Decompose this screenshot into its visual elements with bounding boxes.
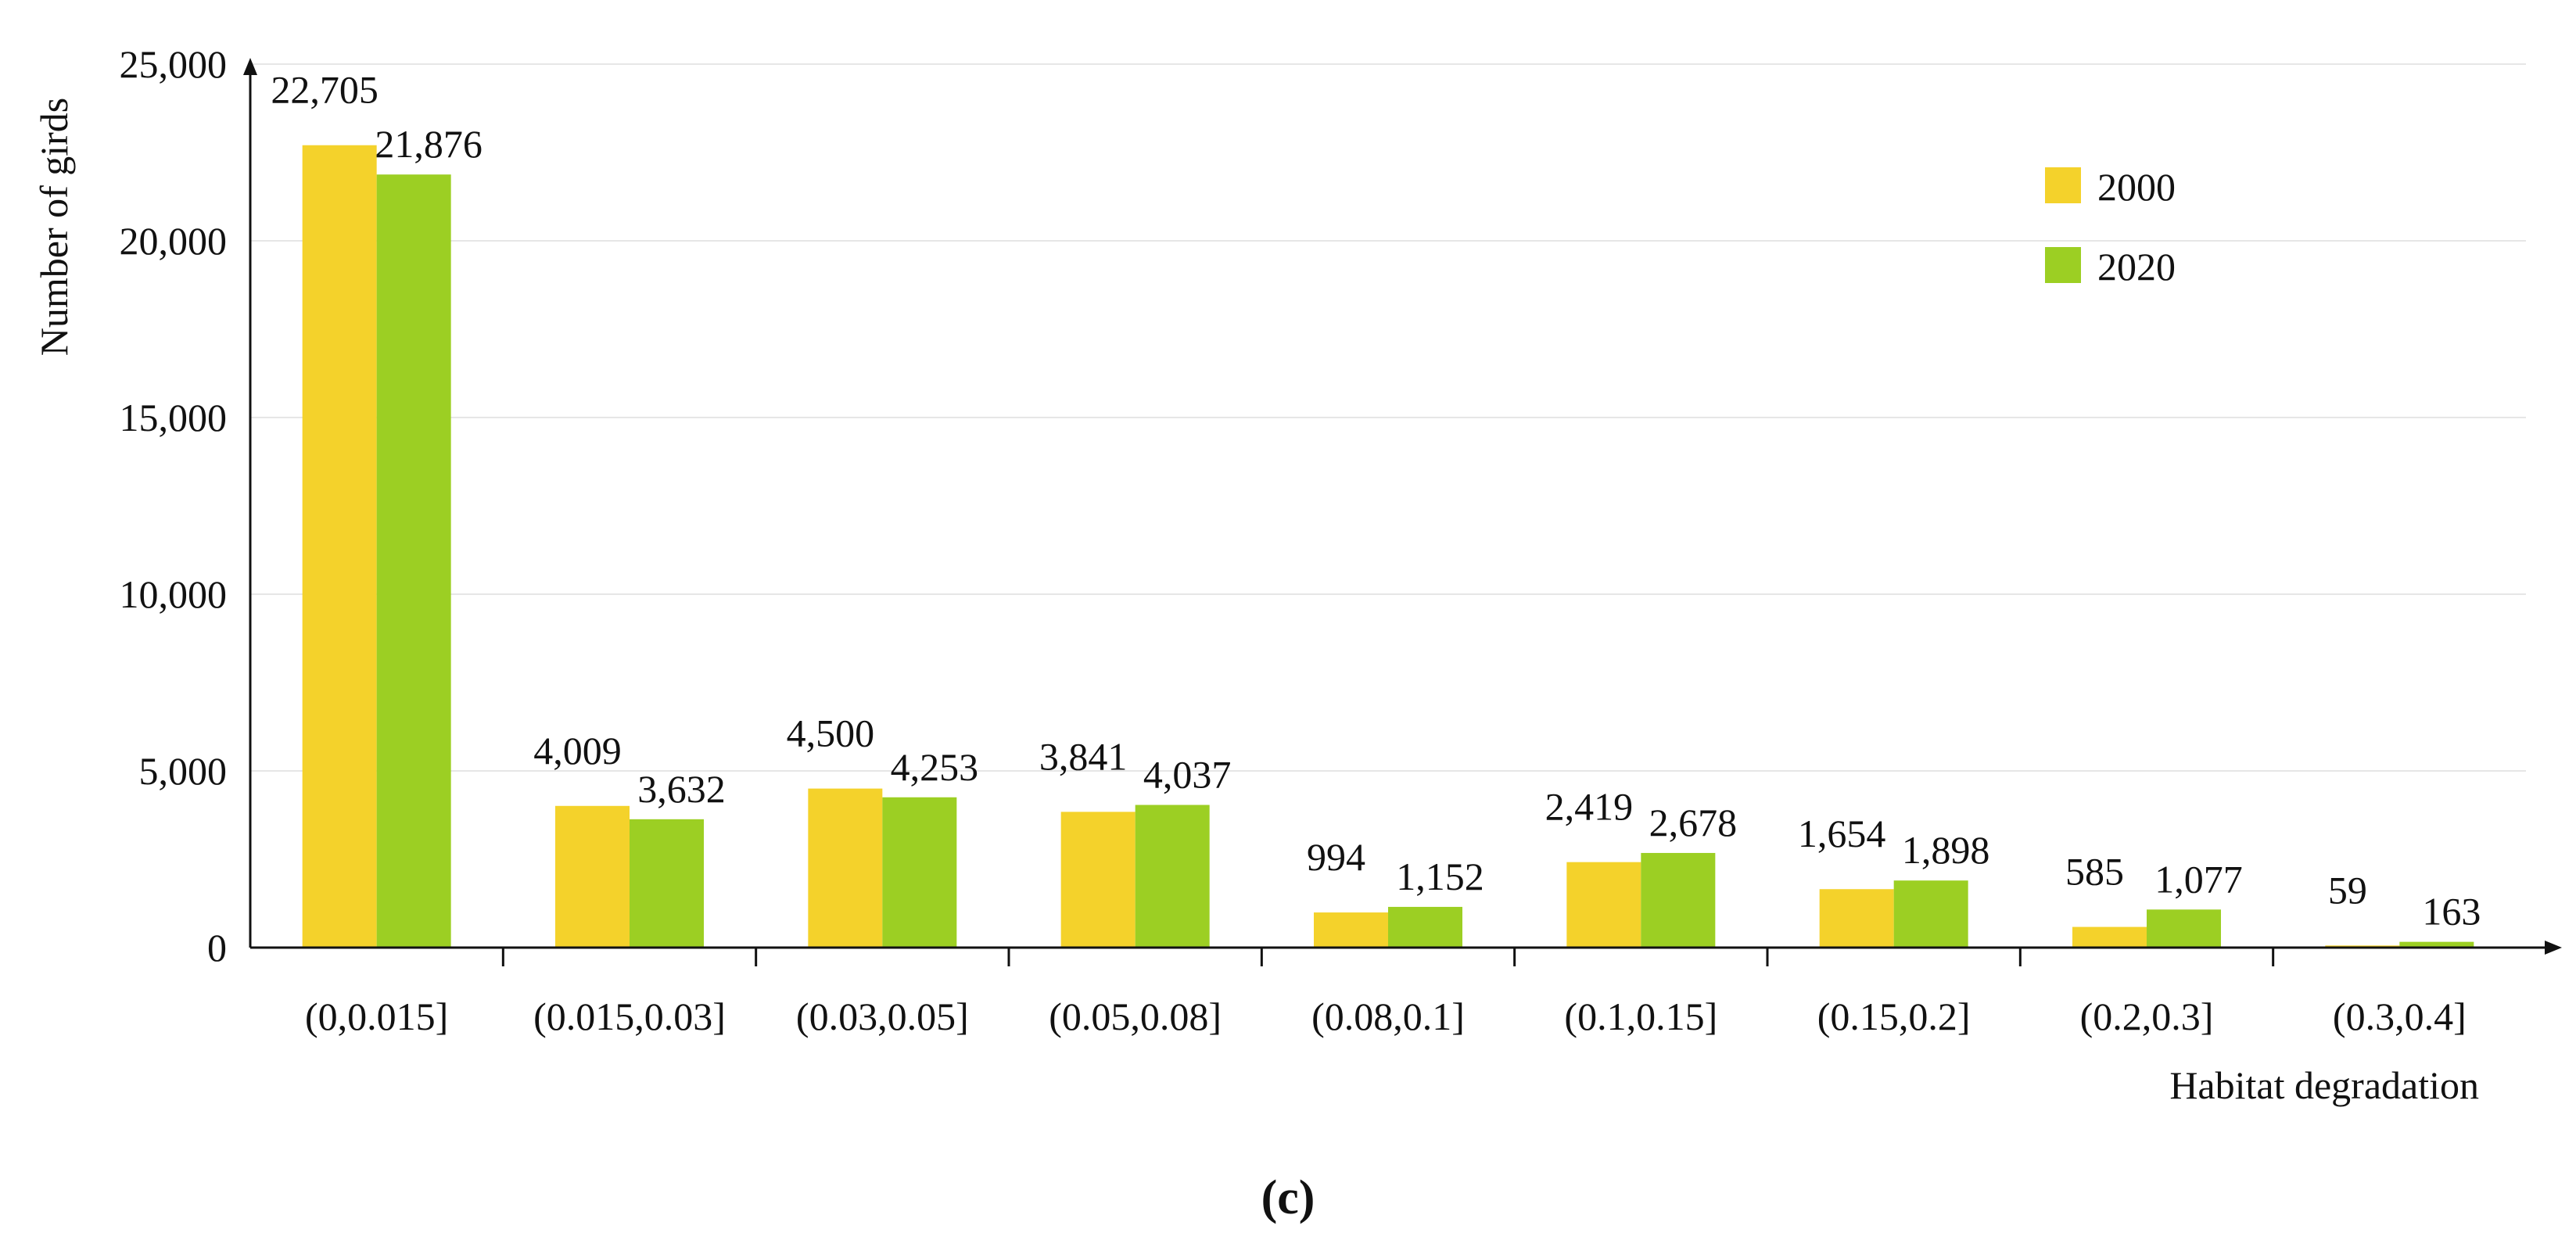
x-axis-arrow-icon [2545,941,2562,955]
x-category-label: (0.2,0.3] [2080,995,2214,1038]
data-label-2000-2: 4,500 [787,711,875,755]
data-label-2000-6: 1,654 [1798,812,1886,855]
legend: 2000 2020 [2045,165,2176,288]
legend-label-2000: 2000 [2097,165,2176,209]
bar-2020-3 [1135,805,1210,948]
x-category-label: (0.1,0.15] [1564,995,1717,1038]
legend-swatch-2020 [2045,247,2081,283]
bar-2000-0 [302,145,377,948]
bar-2020-7 [2147,909,2221,948]
legend-swatch-2000 [2045,167,2081,203]
x-category-label: (0.3,0.4] [2333,995,2467,1038]
data-label-2020-0: 21,876 [375,122,483,166]
data-label-2000-0: 22,705 [271,68,379,112]
bar-2000-4 [1314,912,1388,948]
x-category-label: (0.15,0.2] [1817,995,1971,1038]
axes [243,58,2562,966]
data-label-2020-3: 4,037 [1143,753,1232,797]
data-label-2000-5: 2,419 [1545,785,1634,829]
bar-2020-2 [882,797,957,948]
data-label-2020-5: 2,678 [1649,801,1738,844]
y-tick-label: 15,000 [120,396,228,439]
data-label-2000-1: 4,009 [533,729,622,772]
figure-caption: (c) [1261,1171,1315,1224]
x-category-label: (0.08,0.1] [1311,995,1465,1038]
data-labels: 22,705 21,876 4,009 3,632 4,500 4,253 3,841 4,0… [271,68,2481,934]
data-label-2020-6: 1,898 [1902,828,1990,872]
bars [302,145,2474,948]
bar-2020-0 [376,174,451,948]
data-label-2000-3: 3,841 [1039,734,1128,778]
data-label-2000-7: 585 [2065,850,2124,894]
bar-2020-4 [1388,906,1462,948]
y-axis-arrow-icon [243,58,257,75]
x-category-label: (0,0.015] [305,995,448,1038]
y-tick-label: 0 [207,926,227,969]
bar-2000-7 [2072,926,2147,948]
bar-2000-5 [1566,862,1641,948]
bar-2000-1 [555,805,630,948]
legend-label-2020: 2020 [2097,245,2176,288]
bar-2000-2 [808,788,883,948]
data-label-2020-7: 1,077 [2154,857,2243,901]
x-category-label: (0.015,0.03] [533,995,726,1038]
bar-2000-6 [1819,889,1894,948]
data-label-2000-4: 994 [1307,835,1365,879]
bar-2020-8 [2399,941,2474,948]
bar-2020-5 [1641,852,1716,948]
x-axis-categories: (0,0.015] (0.015,0.03] (0.03,0.05] (0.05,0.… [305,995,2467,1038]
gridlines [250,63,2526,772]
y-axis-title: Number of girds [32,98,76,357]
x-category-label: (0.03,0.05] [796,995,969,1038]
data-label-2020-4: 1,152 [1396,855,1484,898]
data-label-2020-2: 4,253 [891,745,979,789]
x-axis-title: Habitat degradation [2169,1063,2479,1107]
bar-2020-6 [1893,880,1968,948]
data-label-2000-8: 59 [2328,868,2367,912]
data-label-2020-1: 3,632 [637,767,726,811]
bar-2000-3 [1060,812,1136,948]
y-tick-label: 5,000 [139,749,228,793]
y-tick-label: 20,000 [120,219,228,263]
bar-2020-1 [630,819,704,948]
y-axis-ticks: 0 5,000 10,000 15,000 20,000 25,000 [120,42,228,969]
x-category-label: (0.05,0.08] [1049,995,1222,1038]
y-tick-label: 25,000 [120,42,228,86]
y-tick-label: 10,000 [120,572,228,616]
data-label-2020-8: 163 [2422,890,2481,934]
